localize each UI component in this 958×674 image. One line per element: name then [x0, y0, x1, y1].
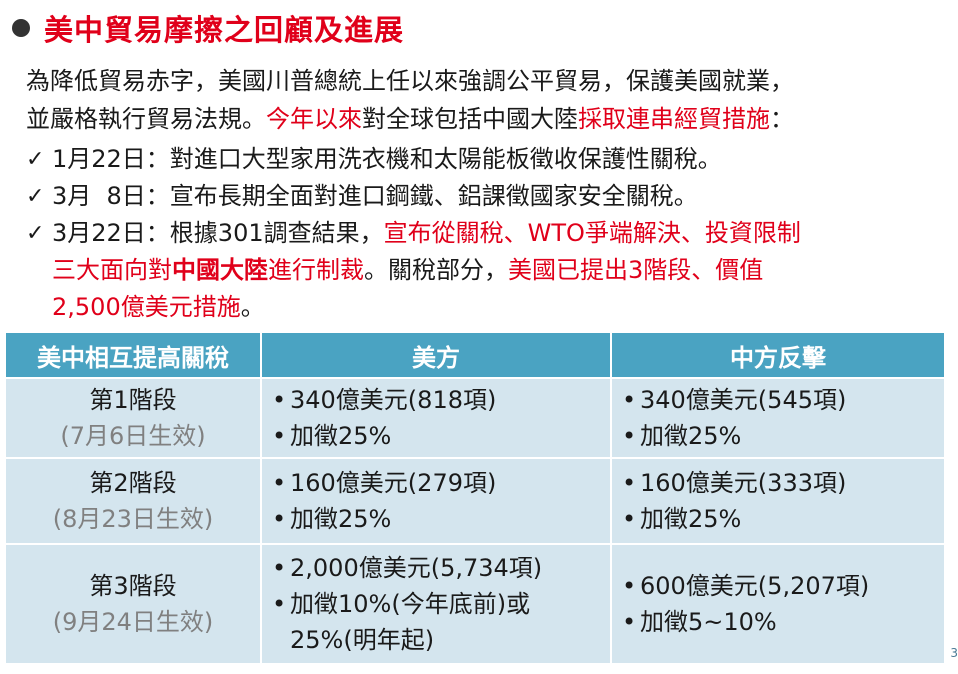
slide-title: 美中貿易摩擦之回顧及進展 — [44, 13, 405, 47]
china-measure-item: 加徵25% — [620, 501, 936, 537]
intro-highlight: 今年以來 — [266, 105, 362, 133]
china-measure-item: 160億美元(333項) — [620, 465, 936, 501]
us-measure-item: 2,000億美元(5,734項) — [270, 550, 602, 586]
intro-paragraph: 為降低貿易赤字，美國川普總統上任以來強調公平貿易，保護美國就業， 並嚴格執行貿易… — [26, 62, 946, 138]
checklist-highlight: 三大面向對 — [52, 256, 172, 284]
title-bullet-icon — [12, 19, 30, 37]
us-measure-item: 160億美元(279項) — [270, 465, 602, 501]
stage-cell: 第2階段 (8月23日生效) — [4, 457, 262, 545]
china-measure-item: 加徵25% — [620, 418, 936, 454]
checklist-highlight: 美國已提出3階段、價值 — [508, 256, 764, 284]
us-measure-continuation: 25%(明年起) — [290, 626, 435, 654]
us-measure-item: 加徵25% — [270, 418, 602, 454]
intro-line-1: 為降低貿易赤字，美國川普總統上任以來強調公平貿易，保護美國就業， — [26, 67, 794, 95]
china-measure-cell: 600億美元(5,207項) 加徵5~10% — [610, 543, 946, 665]
stage-name: 第3階段 — [89, 572, 177, 600]
checklist-text: 。關稅部分， — [364, 256, 508, 284]
column-header-stage: 美中相互提高關稅 — [4, 331, 262, 379]
measures-checklist: ✓ 1月22日：對進口大型家用洗衣機和太陽能板徵收保護性關稅。 ✓ 3月 8日：… — [26, 141, 951, 326]
column-header-us: 美方 — [260, 331, 612, 379]
intro-line-2: 並嚴格執行貿易法規。今年以來對全球包括中國大陸採取連串經貿措施： — [26, 100, 946, 138]
stage-cell: 第3階段 (9月24日生效) — [4, 543, 262, 665]
checkmark-icon: ✓ — [26, 147, 45, 172]
column-header-china: 中方反擊 — [610, 331, 946, 379]
checklist-text: 1月22日：對進口大型家用洗衣機和太陽能板徵收保護性關稅。 — [52, 145, 722, 173]
china-measure-cell: 160億美元(333項) 加徵25% — [610, 457, 946, 545]
stage-effective-date: (8月23日生效) — [52, 505, 214, 533]
checkmark-icon: ✓ — [26, 184, 45, 209]
checklist-item: ✓ 1月22日：對進口大型家用洗衣機和太陽能板徵收保護性關稅。 — [26, 141, 951, 178]
table-row: 第2階段 (8月23日生效) 160億美元(279項) 加徵25% 160億美元… — [4, 457, 946, 545]
china-measure-item: 加徵5~10% — [620, 604, 936, 640]
us-measure-item: 340億美元(818項) — [270, 382, 602, 418]
checklist-continuation: 2,500億美元措施。 — [26, 289, 951, 326]
table-row: 第1階段 (7月6日生效) 340億美元(818項) 加徵25% 340億美元(… — [4, 377, 946, 459]
checklist-item: ✓ 3月 8日：宣布長期全面對進口鋼鐵、鋁課徵國家安全關稅。 — [26, 178, 951, 215]
checklist-text: 。 — [240, 293, 265, 321]
intro-highlight: 採取連串經貿措施 — [578, 105, 770, 133]
china-measure-item: 340億美元(545項) — [620, 382, 936, 418]
table-row: 第3階段 (9月24日生效) 2,000億美元(5,734項) 加徵10%(今年… — [4, 543, 946, 665]
checklist-item: ✓ 3月22日：根據301調查結果，宣布從關稅、WTO爭端解決、投資限制 — [26, 215, 951, 252]
us-measure-cell: 340億美元(818項) 加徵25% — [260, 377, 612, 459]
stage-effective-date: (9月24日生效) — [52, 608, 214, 636]
slide-title-row: 美中貿易摩擦之回顧及進展 — [12, 6, 404, 50]
checklist-text: 3月22日：根據301調查結果， — [52, 219, 384, 247]
table-header-row: 美中相互提高關稅 美方 中方反擊 — [4, 331, 946, 379]
tariff-comparison-table: 美中相互提高關稅 美方 中方反擊 第1階段 (7月6日生效) 340億美元(81… — [4, 331, 946, 665]
checklist-highlight: 進行制裁 — [268, 256, 364, 284]
checklist-highlight: 2,500億美元措施 — [52, 293, 241, 321]
us-measure-cell: 160億美元(279項) 加徵25% — [260, 457, 612, 545]
checklist-text: 3月 8日：宣布長期全面對進口鋼鐵、鋁課徵國家安全關稅。 — [52, 182, 698, 210]
intro-text: 並嚴格執行貿易法規。 — [26, 105, 266, 133]
us-measure-item: 加徵10%(今年底前)或 — [270, 586, 602, 622]
checklist-highlight-bold: 中國大陸 — [172, 256, 268, 284]
stage-cell: 第1階段 (7月6日生效) — [4, 377, 262, 459]
checklist-highlight: 宣布從關稅、WTO爭端解決、投資限制 — [383, 219, 801, 247]
checklist-continuation: 三大面向對中國大陸進行制裁。關稅部分，美國已提出3階段、價值 — [26, 252, 951, 289]
stage-name: 第2階段 — [89, 469, 177, 497]
us-measure-cell: 2,000億美元(5,734項) 加徵10%(今年底前)或 25%(明年起) — [260, 543, 612, 665]
intro-text: ： — [770, 105, 794, 133]
page-number: 3 — [950, 646, 958, 660]
intro-text: 對全球包括中國大陸 — [362, 105, 578, 133]
us-measure-item: 加徵25% — [270, 501, 602, 537]
china-measure-cell: 340億美元(545項) 加徵25% — [610, 377, 946, 459]
checkmark-icon: ✓ — [26, 221, 45, 246]
stage-effective-date: (7月6日生效) — [60, 422, 206, 450]
china-measure-item: 600億美元(5,207項) — [620, 568, 936, 604]
stage-name: 第1階段 — [89, 386, 177, 414]
